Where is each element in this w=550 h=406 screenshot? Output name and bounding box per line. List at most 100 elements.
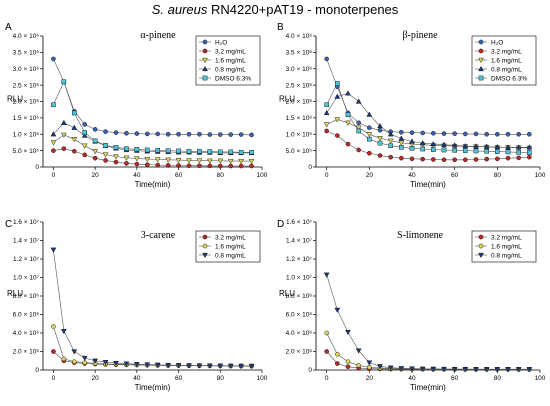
data-point	[196, 363, 203, 369]
y-tick-label: 1.2 × 10⁷	[13, 256, 40, 263]
data-point	[227, 159, 234, 165]
data-point	[165, 148, 171, 153]
data-point	[505, 367, 511, 373]
y-tick-label: 0	[308, 164, 312, 171]
panel-title: 3-carene	[141, 230, 176, 241]
data-point	[71, 349, 78, 355]
data-point	[249, 132, 254, 138]
data-point	[228, 132, 234, 137]
legend-label: 0.8 mg/mL	[215, 66, 246, 73]
data-point	[217, 158, 224, 164]
data-point	[473, 367, 479, 373]
y-tick-label: 2.5 × 10⁶	[286, 82, 313, 89]
data-point	[82, 152, 88, 158]
panel-d: D 0 2.0 × 10⁶ 4.0 × 10⁶ 6.0 × 10⁶ 8.0 × 10⁶ 1.…	[277, 219, 546, 392]
data-point	[324, 349, 329, 354]
data-point	[81, 355, 88, 361]
data-point	[144, 157, 151, 163]
data-point	[61, 146, 67, 151]
y-axis-label: RLU	[279, 289, 295, 298]
data-point	[356, 147, 361, 153]
data-point	[323, 109, 330, 116]
data-point	[335, 81, 340, 86]
legend-label: 0.8 mg/mL	[215, 252, 246, 259]
series-line	[53, 122, 252, 154]
data-point	[430, 141, 437, 147]
data-point	[165, 163, 171, 168]
data-point	[134, 156, 140, 162]
y-tick-label: 3.0 × 10⁶	[286, 66, 313, 73]
panel-a: A 0 5.0 × 10⁵ 1.0 × 10⁶ 1.5 × 10⁶ 2.0 × 10⁶ 2.…	[5, 22, 268, 189]
data-point	[431, 147, 436, 152]
data-point	[92, 138, 98, 144]
data-point	[134, 362, 140, 368]
panel-title: β-pinene	[402, 30, 438, 41]
data-point	[92, 127, 98, 132]
data-point	[176, 131, 181, 137]
data-point	[527, 154, 532, 160]
data-point	[495, 156, 500, 162]
y-axis-label: RLU	[7, 95, 23, 104]
data-point	[451, 142, 458, 148]
data-point	[51, 148, 56, 153]
data-point	[92, 149, 98, 155]
data-point	[409, 156, 415, 162]
data-point	[377, 364, 383, 370]
data-point	[516, 155, 521, 161]
data-point	[186, 158, 192, 164]
data-point	[71, 359, 77, 364]
data-point	[155, 131, 161, 137]
y-tick-label: 1.6 × 10⁷	[286, 219, 313, 226]
data-point	[176, 163, 181, 168]
data-point	[238, 163, 244, 169]
data-point	[441, 157, 447, 163]
data-point	[61, 329, 67, 335]
data-point	[367, 364, 372, 370]
panel-c: C 0 2.0 × 10⁶ 4.0 × 10⁶ 6.0 × 10⁶ 8.0 × 10⁶ 1.…	[5, 219, 268, 392]
data-point	[355, 348, 362, 354]
data-point	[335, 361, 340, 366]
y-tick-label: 1.5 × 10⁶	[13, 115, 40, 122]
x-tick-label: 80	[494, 375, 502, 382]
data-point	[367, 150, 372, 156]
data-point	[451, 366, 458, 373]
data-point	[102, 360, 109, 366]
y-tick-label: 2.5 × 10⁶	[13, 82, 40, 89]
data-point	[494, 367, 501, 373]
data-point	[154, 157, 161, 163]
data-point	[366, 111, 373, 117]
legend-marker	[202, 48, 208, 54]
data-point	[186, 363, 192, 369]
x-axis-label: Time(min)	[410, 180, 446, 189]
data-point	[51, 349, 56, 354]
data-point	[61, 119, 67, 125]
data-point	[81, 143, 88, 149]
legend-label: 3.2 mg/mL	[491, 234, 522, 241]
legend-label: 0.8 mg/mL	[491, 66, 522, 73]
series-line	[326, 274, 530, 370]
data-point	[420, 146, 425, 152]
data-point	[377, 140, 383, 146]
legend-marker	[478, 252, 484, 259]
data-point	[197, 163, 202, 168]
x-tick-label: 40	[408, 375, 416, 382]
data-point	[217, 149, 223, 155]
data-point	[186, 131, 192, 137]
series-1	[51, 324, 254, 369]
data-point	[441, 366, 447, 372]
data-point	[335, 351, 340, 357]
figure-title: S. aureus RN4220+pAT19 - monoterpenes	[0, 2, 550, 17]
legend-marker	[478, 243, 484, 249]
legend-marker	[202, 75, 208, 81]
data-point	[248, 159, 255, 165]
x-tick-label: 40	[133, 375, 141, 382]
data-point	[238, 363, 244, 369]
data-point	[419, 140, 426, 146]
data-point	[355, 98, 362, 104]
data-point	[430, 366, 437, 372]
series-1	[324, 128, 532, 163]
data-point	[227, 363, 234, 369]
data-point	[324, 56, 329, 62]
data-point	[388, 143, 393, 149]
x-tick-label: 40	[408, 172, 416, 179]
